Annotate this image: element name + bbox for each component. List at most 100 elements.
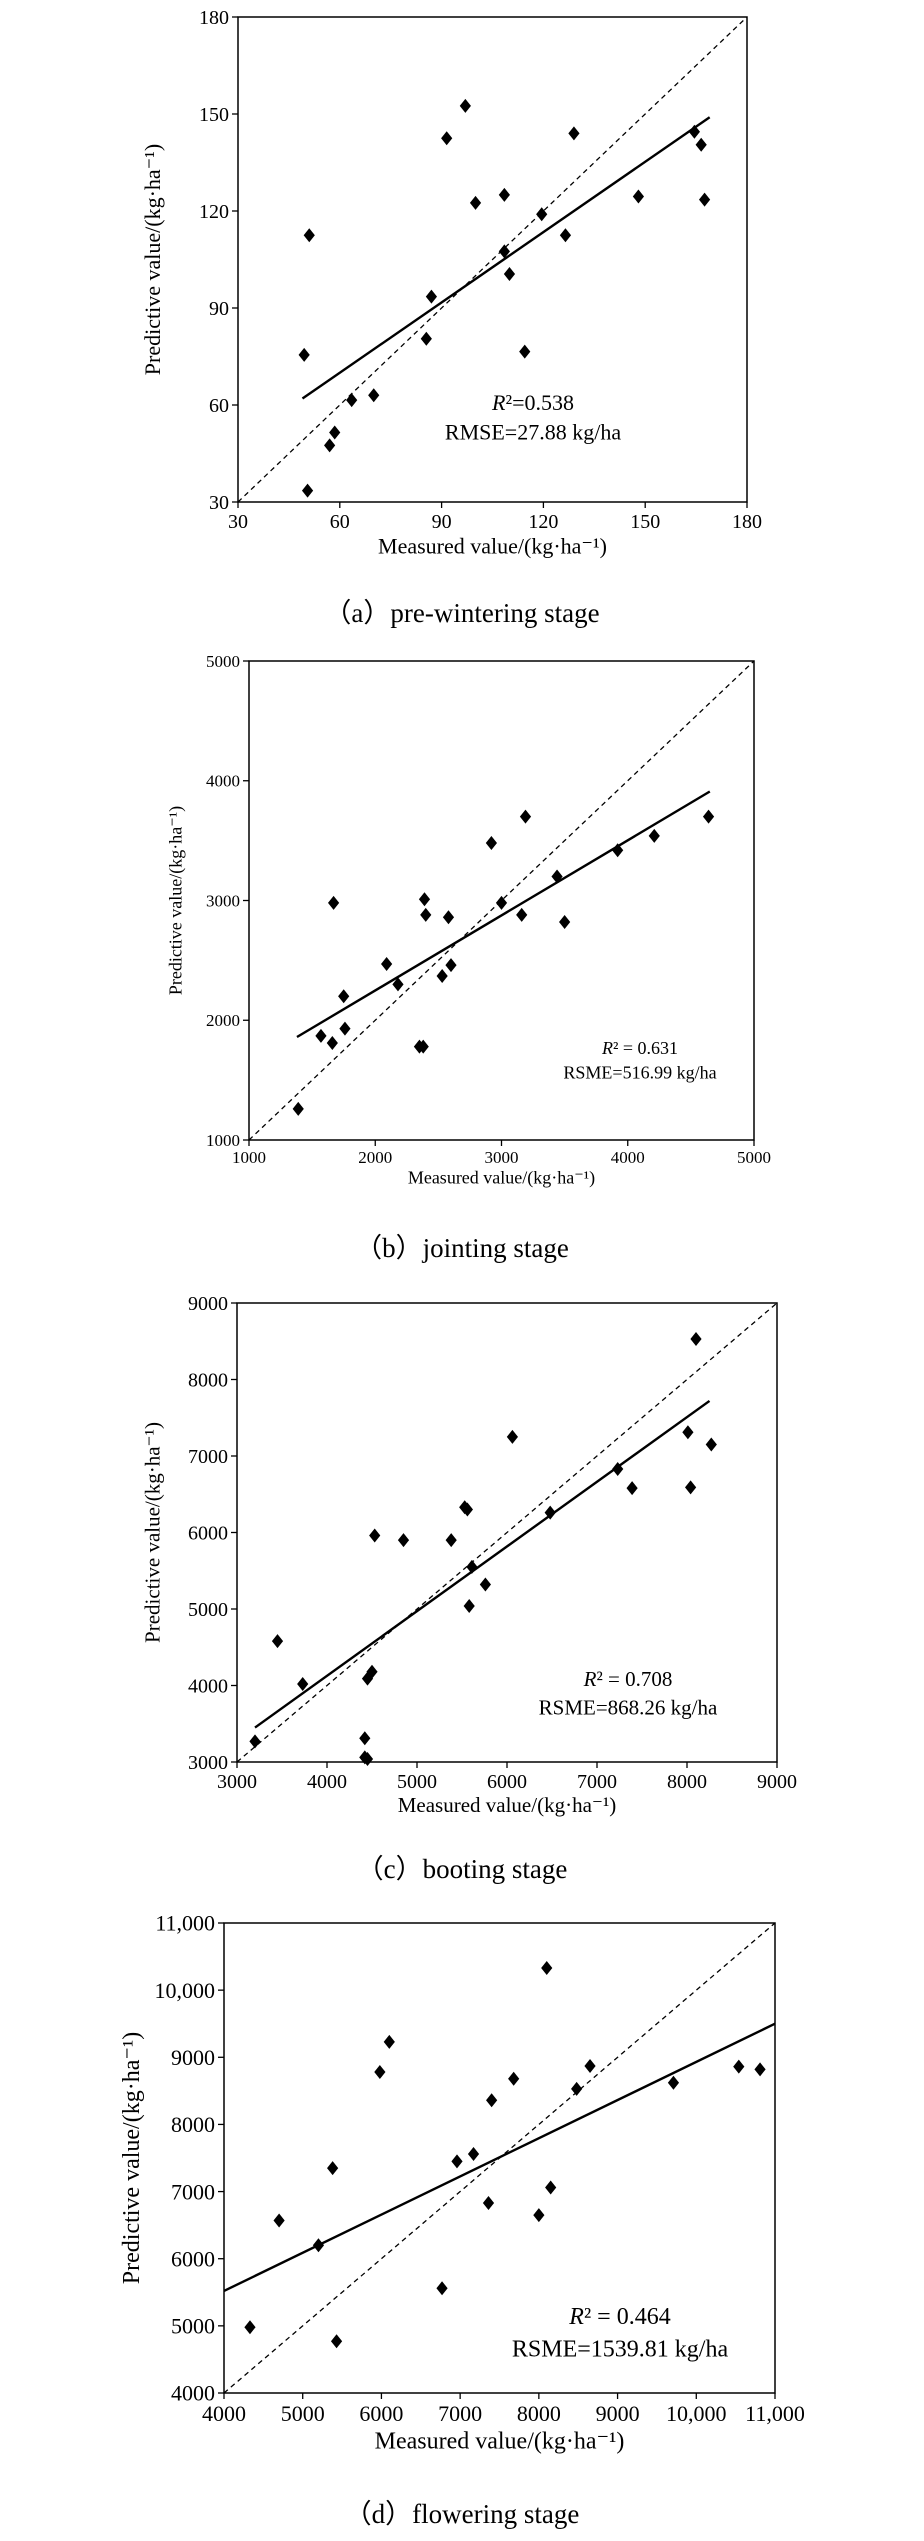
- error-annotation: RMSE=27.88 kg/ha: [445, 420, 621, 445]
- data-point: [519, 344, 531, 359]
- data-point: [361, 1751, 374, 1766]
- data-point: [463, 1598, 475, 1613]
- data-point: [297, 1676, 309, 1691]
- data-point: [498, 244, 510, 259]
- data-point: [327, 895, 340, 910]
- x-axis-label: Measured value/(kg·ha⁻¹): [408, 1168, 595, 1189]
- y-tick-label: 5000: [188, 1599, 228, 1621]
- x-tick-label: 9000: [757, 1771, 797, 1793]
- data-point: [315, 1028, 327, 1043]
- y-tick-label: 9000: [188, 1293, 228, 1315]
- x-axis-label: Measured value/(kg·ha⁻¹): [378, 533, 607, 558]
- data-point: [397, 1533, 410, 1548]
- data-point: [685, 1480, 697, 1495]
- y-tick-label: 150: [199, 104, 229, 126]
- data-point: [688, 124, 701, 139]
- x-tick-label: 150: [630, 511, 660, 533]
- panel-caption: （a）pre-wintering stage: [324, 598, 599, 628]
- x-axis-label: Measured value/(kg·ha⁻¹): [375, 2429, 625, 2455]
- x-tick-label: 4000: [202, 2401, 246, 2426]
- y-tick-label: 8000: [171, 2112, 215, 2137]
- x-tick-label: 11,000: [745, 2401, 805, 2426]
- y-tick-label: 3000: [206, 891, 240, 910]
- x-tick-label: 5000: [397, 1771, 437, 1793]
- data-point: [486, 2093, 498, 2108]
- x-tick-label: 4000: [611, 1148, 645, 1167]
- data-point: [551, 869, 563, 884]
- data-point: [612, 1462, 624, 1477]
- data-point: [466, 1559, 478, 1574]
- reference-line-1to1: [249, 661, 754, 1140]
- data-point: [369, 1528, 381, 1543]
- data-point: [612, 843, 624, 858]
- data-point: [519, 809, 532, 824]
- x-tick-label: 90: [432, 511, 452, 533]
- data-point: [584, 2059, 596, 2074]
- panel-caption: （b）jointing stage: [355, 1233, 569, 1263]
- data-point: [541, 1960, 553, 1975]
- y-tick-label: 30: [209, 492, 229, 514]
- data-point: [312, 2238, 325, 2253]
- data-point: [506, 1429, 518, 1444]
- error-annotation: RSME=1539.81 kg/ha: [512, 2336, 729, 2362]
- data-point: [392, 977, 404, 992]
- data-point: [516, 907, 528, 922]
- y-tick-label: 4000: [171, 2381, 215, 2406]
- x-tick-label: 3000: [485, 1148, 519, 1167]
- data-point: [381, 956, 393, 971]
- data-point: [330, 2334, 343, 2349]
- x-tick-label: 60: [330, 511, 350, 533]
- data-point: [359, 1731, 371, 1746]
- y-tick-label: 60: [209, 395, 229, 417]
- y-tick-label: 180: [199, 7, 229, 29]
- x-axis-label: Measured value/(kg·ha⁻¹): [398, 1793, 617, 1817]
- data-point: [695, 137, 707, 152]
- y-tick-label: 3000: [188, 1752, 228, 1774]
- y-tick-label: 4000: [206, 772, 240, 791]
- data-point: [436, 968, 448, 983]
- data-point: [632, 189, 645, 204]
- data-point: [303, 228, 315, 243]
- y-tick-label: 6000: [188, 1523, 228, 1545]
- y-tick-label: 9000: [171, 2045, 215, 2070]
- data-point: [441, 131, 453, 146]
- y-tick-label: 11,000: [155, 1911, 215, 1936]
- y-tick-label: 7000: [188, 1446, 228, 1468]
- x-tick-label: 7000: [577, 1771, 617, 1793]
- x-tick-label: 8000: [517, 2401, 561, 2426]
- data-point: [292, 1101, 304, 1116]
- data-point: [733, 2059, 745, 2074]
- plot-frame: [223, 1922, 776, 2394]
- y-tick-label: 1000: [206, 1131, 240, 1150]
- data-point: [273, 2213, 285, 2228]
- x-tick-label: 4000: [307, 1771, 347, 1793]
- regression-line: [254, 1399, 711, 1729]
- y-tick-label: 4000: [188, 1676, 228, 1698]
- data-point: [503, 267, 516, 282]
- data-point: [571, 2081, 583, 2096]
- error-annotation: RSME=516.99 kg/ha: [563, 1062, 716, 1082]
- x-tick-label: 9000: [596, 2401, 640, 2426]
- y-tick-label: 5000: [171, 2314, 215, 2339]
- data-point: [667, 2075, 680, 2090]
- data-point: [338, 989, 350, 1004]
- panel-caption: （c）booting stage: [357, 1854, 568, 1884]
- y-tick-label: 6000: [171, 2246, 215, 2271]
- data-point: [469, 195, 482, 210]
- data-point: [327, 2161, 339, 2176]
- regression-line: [224, 2022, 775, 2293]
- data-point: [383, 2034, 395, 2049]
- data-point: [568, 126, 580, 141]
- data-point: [536, 207, 548, 222]
- data-point: [418, 892, 431, 907]
- data-point: [417, 1039, 429, 1054]
- y-axis-label: Predictive value/(kg·ha⁻¹): [166, 806, 187, 995]
- data-point: [479, 1577, 491, 1592]
- chart-panel-0: 30 60 90 120 150 180 30 60 90 120 150 180 R²=0.538 RM…: [140, 7, 762, 628]
- data-point: [425, 289, 438, 304]
- regression-line: [296, 790, 711, 1039]
- data-point: [324, 438, 336, 453]
- data-point: [485, 836, 497, 851]
- y-tick-label: 7000: [171, 2179, 215, 2204]
